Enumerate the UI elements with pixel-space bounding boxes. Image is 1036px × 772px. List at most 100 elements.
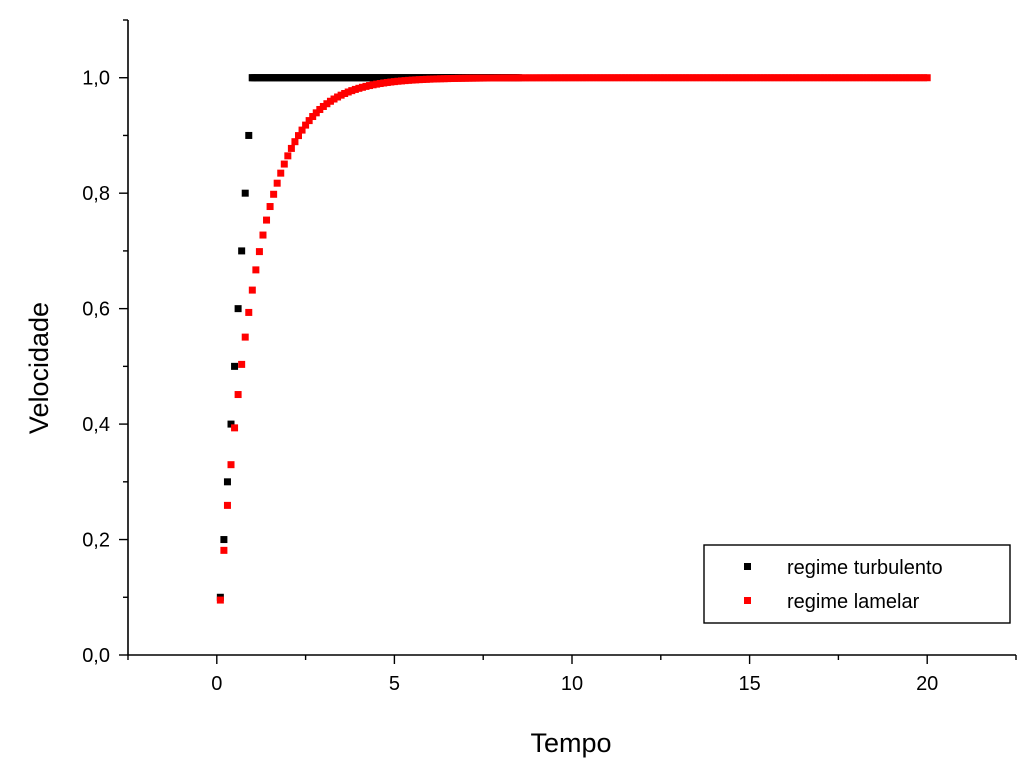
data-point bbox=[348, 87, 356, 95]
data-point bbox=[600, 74, 608, 82]
data-point bbox=[767, 74, 775, 82]
data-point bbox=[454, 74, 462, 82]
data-point bbox=[461, 74, 469, 82]
data-point bbox=[643, 74, 651, 82]
data-point bbox=[628, 74, 636, 82]
data-point bbox=[731, 74, 739, 82]
data-point bbox=[746, 74, 754, 82]
data-point bbox=[842, 74, 849, 82]
data-point bbox=[589, 74, 597, 82]
data-point bbox=[536, 74, 544, 82]
data-point bbox=[394, 77, 402, 85]
data-point bbox=[330, 95, 338, 103]
data-point bbox=[707, 74, 715, 82]
data-point bbox=[405, 76, 413, 84]
data-point bbox=[760, 74, 768, 82]
data-point bbox=[227, 461, 235, 469]
data-point bbox=[245, 308, 253, 316]
data-point bbox=[483, 74, 491, 82]
data-point bbox=[259, 231, 267, 239]
data-point bbox=[497, 74, 505, 82]
legend-marker-regime-turbulento bbox=[744, 563, 751, 570]
data-point bbox=[543, 74, 551, 82]
data-point bbox=[852, 74, 860, 82]
data-point bbox=[614, 74, 622, 82]
data-point bbox=[511, 74, 519, 82]
data-point bbox=[564, 74, 572, 82]
data-point bbox=[444, 75, 452, 83]
data-point bbox=[756, 74, 764, 82]
data-point bbox=[728, 74, 736, 82]
data-point bbox=[337, 91, 345, 99]
data-point bbox=[284, 152, 292, 160]
data-point bbox=[561, 74, 569, 82]
x-tick-label: 0 bbox=[211, 673, 222, 695]
data-point bbox=[873, 74, 881, 82]
data-point bbox=[689, 74, 697, 82]
data-point bbox=[476, 74, 484, 82]
data-series bbox=[216, 74, 931, 604]
data-point bbox=[486, 74, 494, 82]
data-point bbox=[735, 74, 743, 82]
data-point bbox=[632, 74, 640, 82]
data-point bbox=[621, 74, 629, 82]
data-point bbox=[884, 74, 892, 82]
data-point bbox=[238, 360, 246, 368]
data-point bbox=[426, 75, 434, 83]
data-point bbox=[501, 74, 509, 82]
y-tick-label: 1,0 bbox=[82, 68, 110, 90]
data-point bbox=[913, 74, 921, 82]
data-point bbox=[263, 216, 271, 224]
data-point bbox=[753, 74, 761, 82]
data-point bbox=[849, 74, 857, 82]
data-point bbox=[373, 80, 381, 88]
data-point bbox=[870, 74, 878, 82]
data-point bbox=[859, 74, 867, 82]
data-point bbox=[248, 286, 256, 294]
series-regime-turbulento bbox=[216, 74, 523, 601]
data-point bbox=[255, 248, 263, 256]
data-point bbox=[525, 74, 533, 82]
data-point bbox=[863, 74, 871, 82]
axes: 0,0 0,2 0,4 0,6 0,8 1,0 0 5 10 15 20 bbox=[82, 19, 1017, 695]
data-point bbox=[763, 74, 771, 82]
data-point bbox=[607, 74, 615, 82]
data-point bbox=[692, 74, 700, 82]
data-point bbox=[362, 82, 370, 90]
data-point bbox=[532, 74, 540, 82]
data-point bbox=[635, 74, 643, 82]
data-point bbox=[316, 105, 324, 113]
data-point bbox=[557, 74, 565, 82]
y-tick-label: 0,6 bbox=[82, 299, 110, 321]
data-point bbox=[366, 82, 374, 90]
data-point bbox=[650, 74, 658, 82]
data-point bbox=[888, 74, 896, 82]
data-point bbox=[376, 80, 384, 88]
data-point bbox=[234, 305, 242, 313]
data-point bbox=[469, 74, 477, 82]
data-point bbox=[881, 74, 889, 82]
data-point bbox=[437, 75, 445, 83]
data-point bbox=[799, 74, 807, 82]
data-point bbox=[795, 74, 803, 82]
data-point bbox=[380, 79, 388, 87]
data-point bbox=[902, 74, 910, 82]
data-point bbox=[312, 109, 320, 117]
data-point bbox=[273, 179, 281, 187]
data-point bbox=[699, 74, 707, 82]
data-point bbox=[234, 391, 242, 399]
y-tick-label: 0,0 bbox=[82, 645, 110, 667]
data-point bbox=[877, 74, 885, 82]
data-point bbox=[458, 74, 466, 82]
data-point bbox=[358, 83, 366, 91]
data-point bbox=[522, 74, 530, 82]
data-point bbox=[895, 74, 903, 82]
data-point bbox=[660, 74, 668, 82]
data-point bbox=[653, 74, 661, 82]
data-point bbox=[618, 74, 626, 82]
data-point bbox=[721, 74, 729, 82]
data-point bbox=[696, 74, 704, 82]
data-point bbox=[508, 74, 516, 82]
x-tick-label: 10 bbox=[561, 673, 583, 695]
